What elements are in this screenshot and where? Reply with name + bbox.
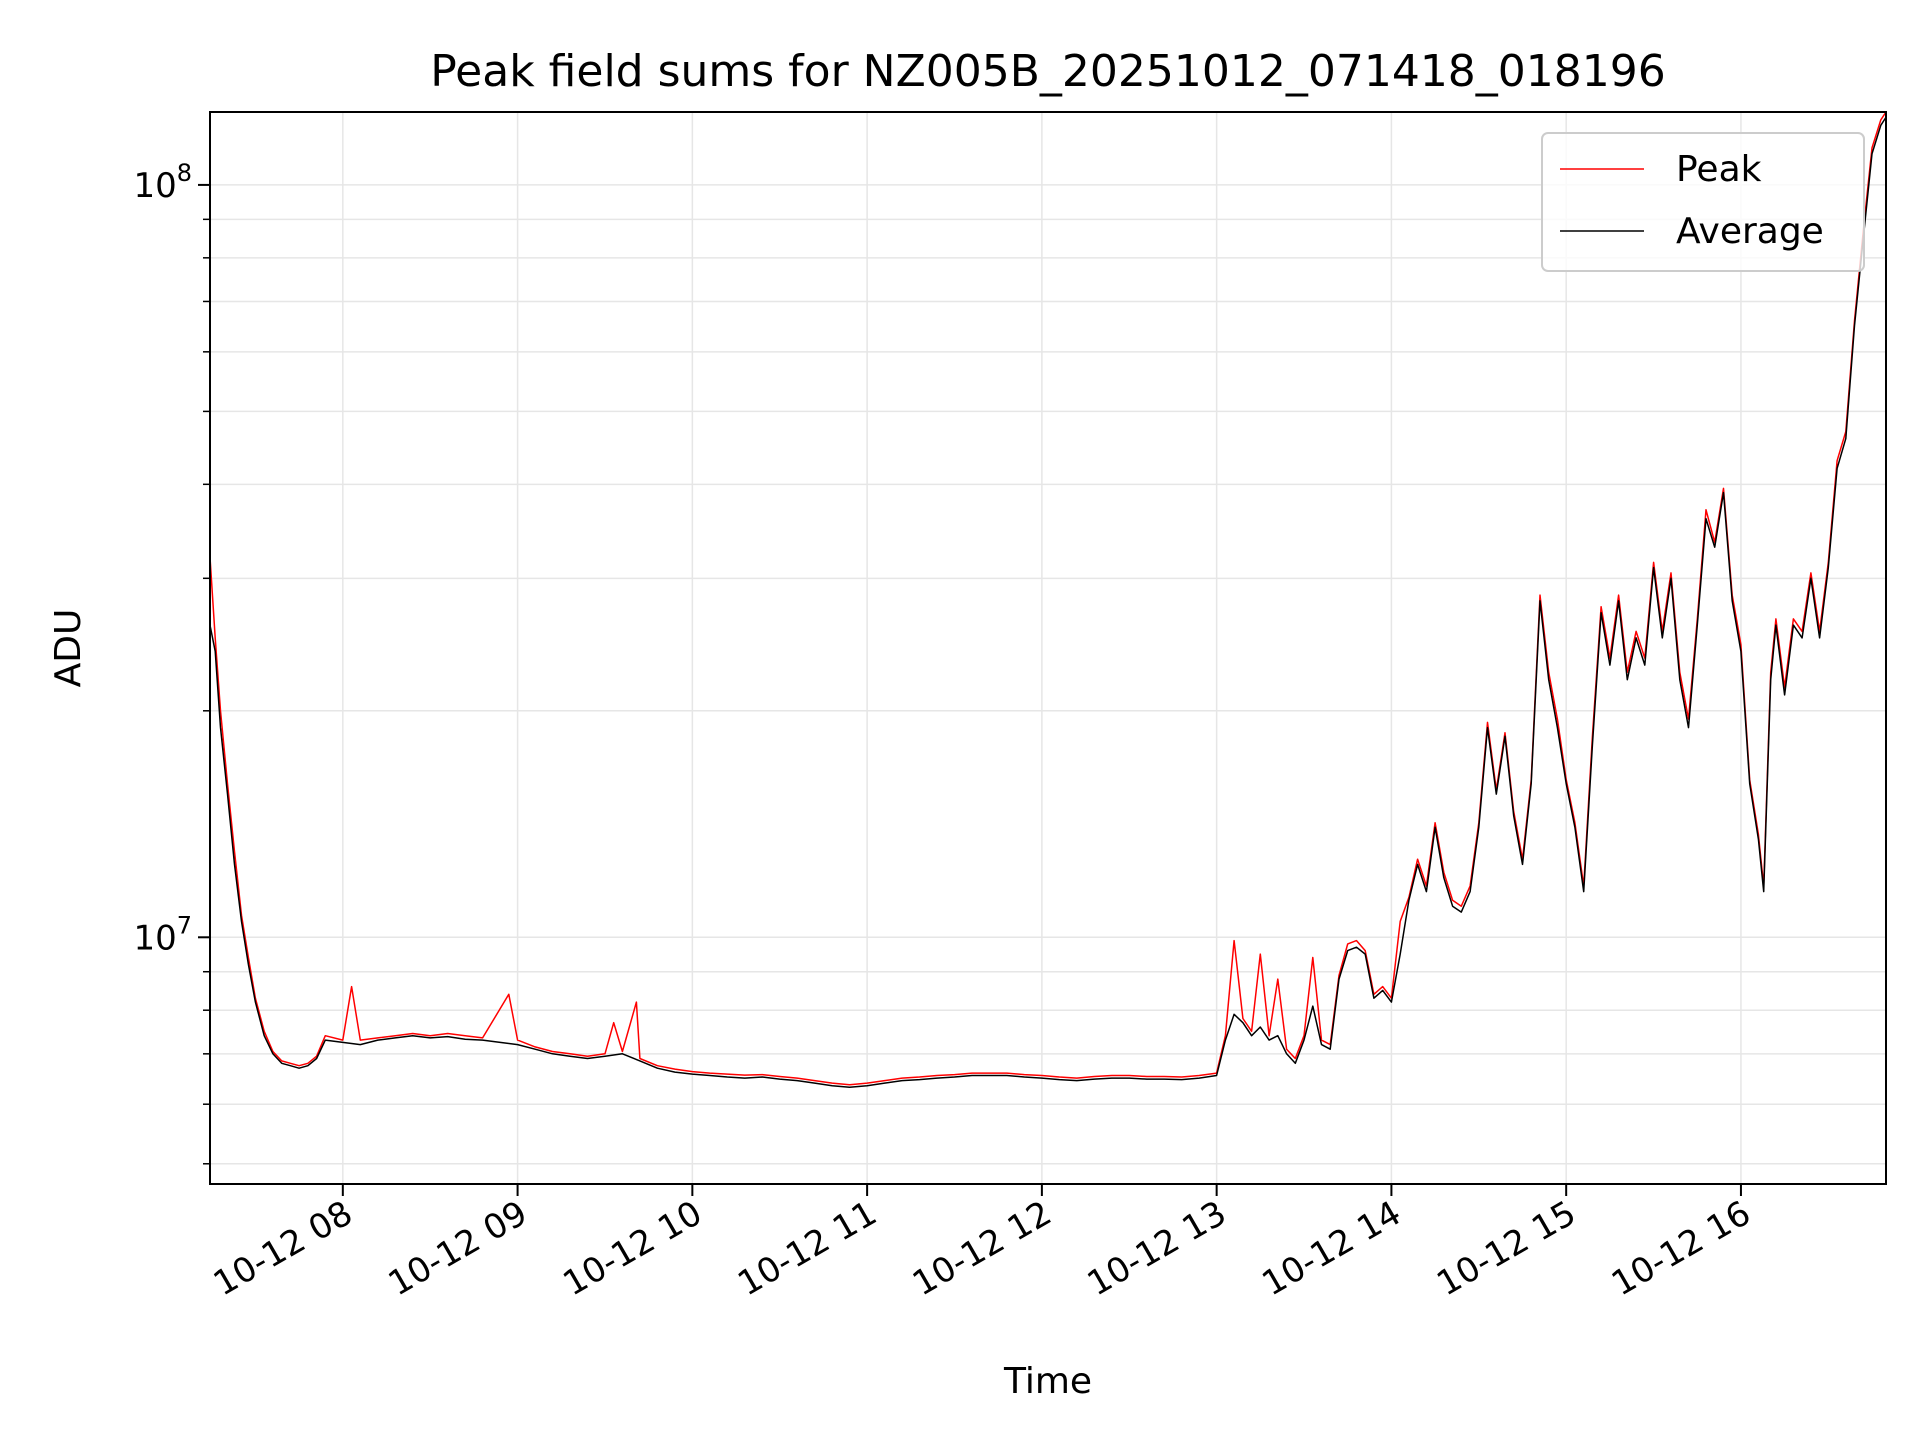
- x-tick-label: 10-12 10: [556, 1193, 708, 1304]
- x-tick-label: 10-12 08: [207, 1193, 359, 1304]
- x-tick-label: 10-12 14: [1256, 1193, 1408, 1304]
- chart-title: Peak field sums for NZ005B_20251012_0714…: [430, 46, 1666, 97]
- x-axis-label: Time: [1003, 1361, 1092, 1402]
- y-axis-label: ADU: [48, 609, 89, 688]
- x-tick-label: 10-12 16: [1605, 1193, 1757, 1304]
- y-tick-label: 107: [133, 911, 192, 958]
- x-axis: 10-12 08 10-12 09 10-12 10 10-12 11 10-12 12…: [207, 1184, 1757, 1304]
- x-tick-label: 10-12 13: [1081, 1193, 1233, 1304]
- legend-box: [1541, 132, 1865, 272]
- y-tick-label: 108: [133, 159, 192, 206]
- series-line-average: [210, 116, 1886, 1088]
- series-area: [210, 112, 1886, 1088]
- series-line-peak: [210, 112, 1886, 1086]
- x-tick-label: 10-12 15: [1430, 1193, 1582, 1304]
- x-tick-label: 10-12 09: [382, 1193, 534, 1304]
- legend-label-average: Average: [1676, 211, 1824, 252]
- x-tick-label: 10-12 11: [731, 1193, 883, 1304]
- legend-label-peak: Peak: [1676, 149, 1762, 190]
- plot-frame: [209, 111, 1887, 1185]
- y-axis: 107 108: [133, 159, 210, 1165]
- legend: Peak Average: [1541, 132, 1865, 272]
- x-tick-label: 10-12 12: [906, 1193, 1058, 1304]
